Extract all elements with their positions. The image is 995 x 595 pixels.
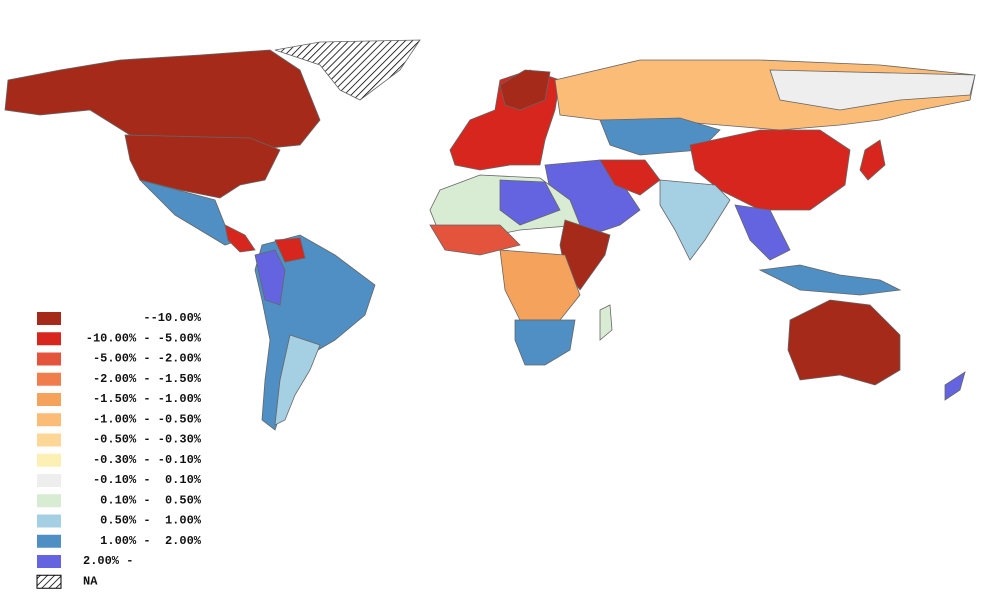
legend-swatch: [37, 433, 61, 447]
legend-label: -0.10% - 0.10%: [93, 473, 202, 487]
indonesia: [758, 264, 902, 296]
legend-label: --10.00%: [143, 311, 201, 325]
legend-swatch: [37, 555, 61, 568]
usa: [124, 134, 281, 199]
argentina: [274, 334, 321, 426]
legend-label: 0.10% - 0.50%: [100, 493, 202, 507]
legend-swatch: [37, 514, 61, 528]
southeast-asia: [734, 204, 791, 261]
legend-label: -1.50% - -1.00%: [93, 392, 202, 406]
legend-label: -10.00% - -5.00%: [86, 331, 202, 345]
legend-label: -5.00% - -2.00%: [93, 352, 202, 366]
canada: [4, 49, 321, 151]
legend-swatch: [37, 393, 61, 406]
legend-swatch: [37, 453, 61, 467]
iran: [599, 159, 661, 196]
legend-swatch: [36, 574, 62, 589]
new-zealand: [944, 371, 966, 401]
legend-label: -1.00% - -0.50%: [93, 412, 202, 426]
siberia: [769, 69, 976, 111]
southern-africa: [514, 319, 576, 366]
sahel: [499, 179, 561, 226]
india: [659, 179, 731, 261]
greenland: [274, 39, 421, 101]
legend-label: -0.30% - -0.10%: [93, 453, 202, 467]
central-america: [224, 224, 256, 253]
world-map: [4, 39, 976, 431]
legend-swatch: [37, 372, 61, 386]
legend-label: NA: [83, 574, 98, 588]
legend-swatch: [37, 534, 61, 548]
australia: [787, 299, 901, 386]
japan: [859, 139, 886, 181]
legend-swatch: [37, 413, 61, 427]
legend-label: 2.00% -: [83, 554, 133, 568]
east-africa: [559, 219, 611, 291]
legend-label: 1.00% - 2.00%: [100, 534, 202, 548]
china: [689, 129, 851, 211]
legend-label: -0.50% - -0.30%: [93, 433, 202, 447]
venezuela: [274, 237, 306, 263]
legend-swatch: [37, 494, 61, 508]
legend-label: 0.50% - 1.00%: [100, 514, 202, 528]
legend-swatch: [37, 312, 61, 325]
west-south-america: [254, 249, 286, 306]
legend: --10.00% -10.00% - -5.00% -5.00% - -2.00% -…: [36, 311, 202, 589]
legend-swatch: [37, 332, 61, 346]
legend-swatch: [37, 352, 61, 366]
legend-label: -2.00% - -1.50%: [93, 372, 202, 386]
legend-swatch: [37, 474, 61, 487]
scandinavia: [499, 69, 551, 111]
madagascar: [599, 304, 613, 341]
